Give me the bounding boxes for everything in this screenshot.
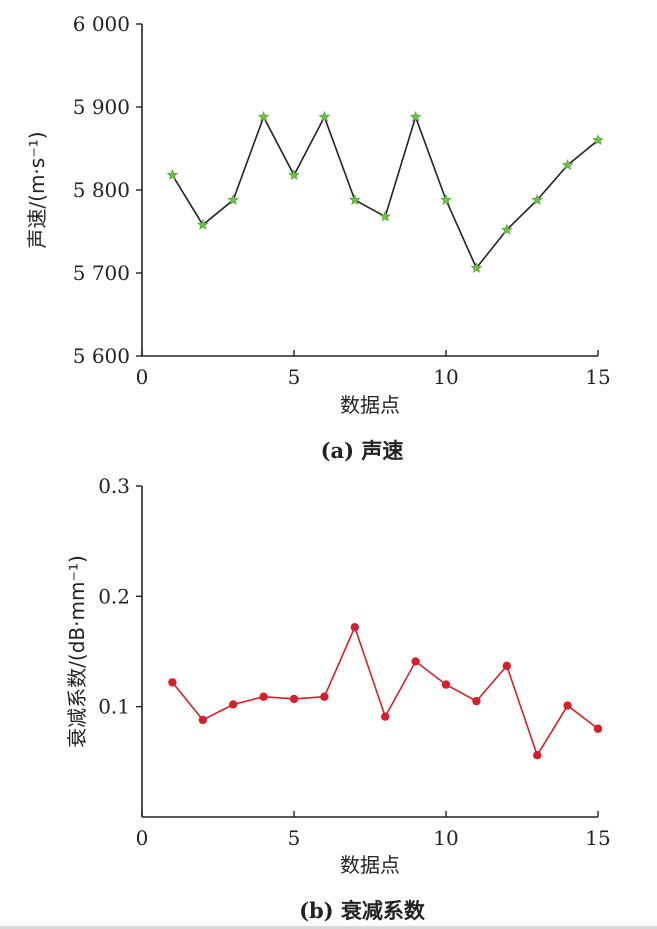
data-point-star [379,210,391,222]
y-tick-label: 0.3 [98,474,130,498]
data-point-circle [259,692,268,701]
x-tick-label: 5 [288,826,301,850]
data-point-circle [381,712,390,721]
data-point-circle [502,661,511,671]
data-point-star [166,169,179,180]
y-tick-label: 5 700 [73,261,130,285]
chart-caption: (a) 声速 [321,438,404,463]
series-line [171,624,599,758]
bottom-rule [0,926,657,929]
x-tick-label: 0 [136,826,149,850]
data-point-circle [350,623,359,632]
x-axis-title: 数据点 [340,393,400,417]
data-point-star [501,223,513,235]
x-tick-label: 10 [433,826,458,850]
data-point-star [561,159,574,170]
data-point-circle [168,678,177,687]
data-point-circle [533,751,542,760]
data-point-circle [198,715,207,725]
data-point-star [531,193,543,205]
data-point-circle [563,701,572,710]
x-tick-label: 0 [136,365,149,389]
y-tick-label: 5 600 [73,344,130,368]
data-point-star [257,110,270,122]
data-point-circle [289,694,299,704]
data-point-circle [593,724,603,733]
data-point-star [470,262,483,273]
data-point-circle [472,696,481,706]
chart-a-sound-speed: 5 600 5 700 5 800 5 900 6 000 0 5 10 15 数据点 声速/(m·… [25,12,611,463]
data-point-star [409,110,422,122]
x-axis-title: 数据点 [340,853,400,877]
x-tick-label: 15 [585,826,610,850]
data-point-star [288,169,300,180]
data-point-star [197,218,209,230]
data-point-circle [320,692,329,701]
y-tick-label: 5 900 [73,95,130,119]
series-line [171,114,599,270]
y-tick-label: 0.2 [98,584,130,608]
data-point-circle [411,657,420,666]
y-tick-label: 5 800 [73,178,130,202]
y-axis-title: 声速/(m·s⁻¹) [25,131,49,248]
chart-b-attenuation: 0.1 0.2 0.3 0 5 10 15 数据点 衰减系数/(dB·mm⁻¹) (b) 衰减系数 [65,474,611,923]
data-point-star [592,134,604,146]
y-tick-label: 0.1 [98,695,130,719]
x-tick-label: 15 [585,365,610,389]
data-point-star [349,193,361,205]
data-point-circle [229,700,238,709]
data-point-star [227,193,239,205]
data-point-circle [441,680,451,689]
chart-caption: (b) 衰减系数 [299,898,426,923]
x-tick-label: 10 [433,365,458,389]
y-tick-label: 6 000 [73,12,130,36]
y-axis-title: 衰减系数/(dB·mm⁻¹) [65,555,89,748]
x-tick-label: 5 [288,365,301,389]
data-point-star [440,193,452,205]
data-point-star [318,110,331,122]
